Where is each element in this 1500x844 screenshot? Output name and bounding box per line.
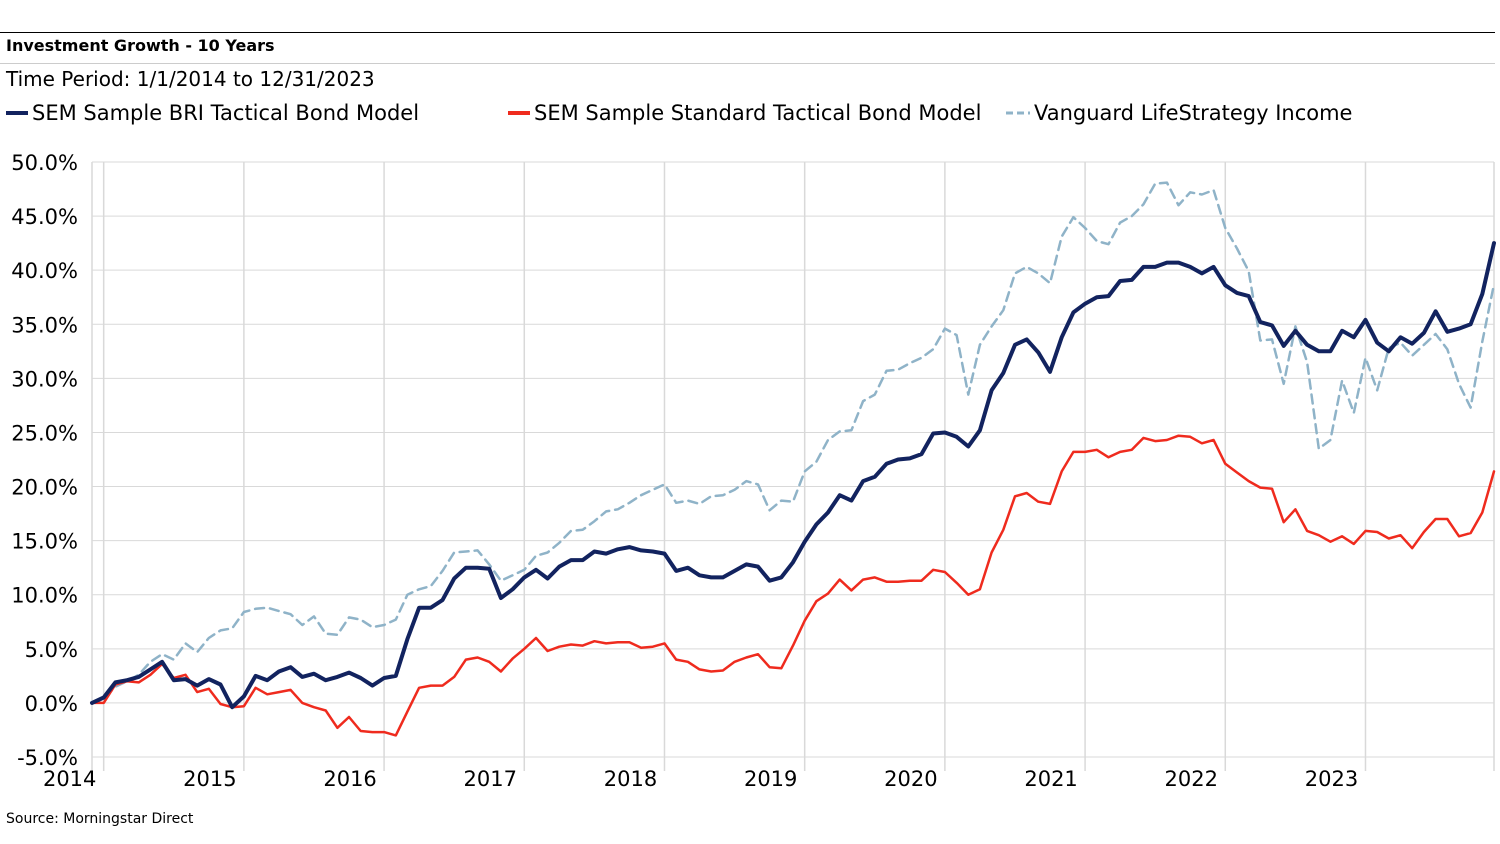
legend-swatch-standard	[508, 111, 530, 115]
x-tick-label: 2021	[1024, 767, 1077, 791]
legend-label-vanguard: Vanguard LifeStrategy Income	[1034, 101, 1353, 125]
y-tick-label: 50.0%	[11, 151, 78, 175]
legend-swatch-bri	[6, 111, 28, 115]
series-lines	[90, 181, 1496, 737]
chart-subtitle: Time Period: 1/1/2014 to 12/31/2023	[6, 67, 375, 91]
x-tick-label: 2019	[744, 767, 797, 791]
legend-item-bri: SEM Sample BRI Tactical Bond Model	[6, 101, 419, 125]
y-tick-label: 35.0%	[11, 313, 78, 337]
x-tick-label: 2018	[604, 767, 657, 791]
chart-legend: SEM Sample BRI Tactical Bond Model SEM S…	[0, 101, 1500, 131]
y-tick-label: 45.0%	[11, 205, 78, 229]
x-axis-ticks: 2014 2015 2016 2017 2018 2019 2020 2021 2022 2023	[43, 767, 1358, 791]
y-tick-label: 25.0%	[11, 421, 78, 445]
source-note: Source: Morningstar Direct	[6, 811, 194, 827]
series-line-bri	[90, 241, 1496, 710]
y-axis-ticks: -5.0% 0.0% 5.0% 10.0% 15.0% 20.0% 25.0% 30.0% 35…	[11, 151, 78, 770]
y-tick-label: 15.0%	[11, 530, 78, 554]
y-tick-label: -5.0%	[17, 746, 78, 770]
subtitle-rule	[0, 63, 1495, 64]
y-tick-label: 20.0%	[11, 476, 78, 500]
legend-label-bri: SEM Sample BRI Tactical Bond Model	[32, 101, 420, 125]
chart-title: Investment Growth - 10 Years	[6, 36, 275, 55]
x-tick-label: 2015	[183, 767, 236, 791]
x-tick-label: 2020	[884, 767, 937, 791]
x-tick-label: 2017	[464, 767, 517, 791]
x-tick-label: 2014	[43, 767, 96, 791]
legend-item-standard: SEM Sample Standard Tactical Bond Model	[508, 101, 981, 125]
y-tick-label: 10.0%	[11, 584, 78, 608]
y-tick-label: 0.0%	[25, 692, 78, 716]
x-tick-label: 2016	[323, 767, 376, 791]
legend-item-vanguard: Vanguard LifeStrategy Income	[1006, 101, 1352, 125]
legend-label-standard: SEM Sample Standard Tactical Bond Model	[534, 101, 982, 125]
x-tick-label: 2022	[1165, 767, 1218, 791]
y-tick-label: 30.0%	[11, 367, 78, 391]
y-tick-label: 5.0%	[25, 638, 78, 662]
x-tick-label: 2023	[1305, 767, 1358, 791]
y-tick-label: 40.0%	[11, 259, 78, 283]
series-line-vanguard	[90, 181, 1496, 705]
legend-swatch-vanguard	[1006, 111, 1030, 115]
chart-grid	[91, 161, 1495, 771]
top-rule	[0, 32, 1495, 33]
series-line-standard	[90, 434, 1496, 737]
